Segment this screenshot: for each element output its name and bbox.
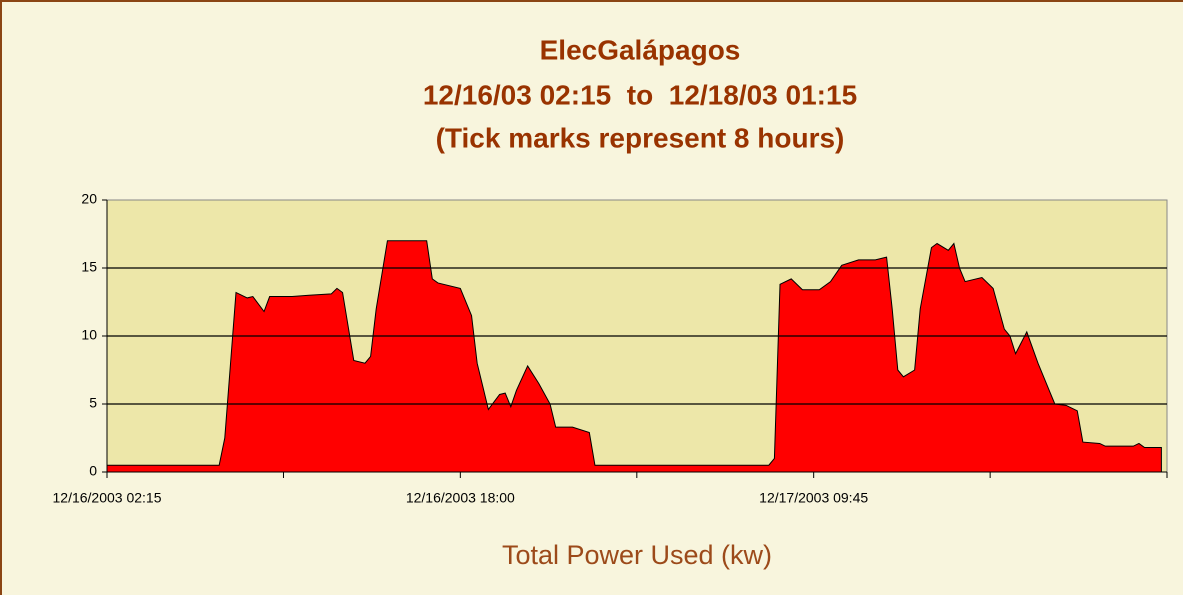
chart-subtitle: 12/16/03 02:15 to 12/18/03 01:15 — [423, 79, 857, 110]
area — [106, 240, 1162, 473]
x-axis-label: Total Power Used (kw) — [502, 540, 772, 570]
x-tick-label: 12/16/2003 02:15 — [53, 490, 162, 506]
y-tick-label: 20 — [81, 191, 97, 207]
x-tick-label: 12/16/2003 18:00 — [406, 490, 515, 506]
chart-note: (Tick marks represent 8 hours) — [436, 122, 845, 153]
chart-title: ElecGalápagos — [540, 34, 741, 65]
y-tick-label: 5 — [89, 395, 97, 411]
y-tick-label: 15 — [81, 259, 97, 275]
y-tick-label: 0 — [89, 463, 97, 479]
y-tick-label: 10 — [81, 327, 97, 343]
x-tick-label: 12/17/2003 09:45 — [759, 490, 868, 506]
